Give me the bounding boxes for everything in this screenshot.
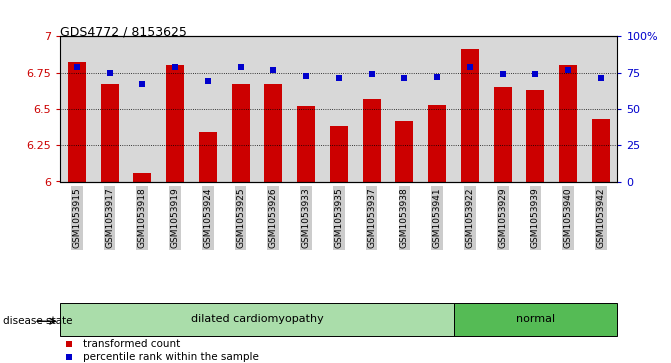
Point (409, 174, 420, 180)
Text: GSM1053941: GSM1053941 (433, 188, 442, 248)
Point (236, 64, 246, 70)
Point (366, 71, 377, 77)
Bar (68, 62, 86, 182)
Bar (297, 106, 315, 182)
Text: GSM1053942: GSM1053942 (597, 188, 605, 248)
Text: GSM1053938: GSM1053938 (400, 188, 409, 248)
Text: GSM1053915: GSM1053915 (72, 188, 81, 248)
Point (170, 64, 180, 70)
Point (301, 73, 311, 78)
Point (333, 76, 344, 81)
Text: GSM1053935: GSM1053935 (334, 188, 344, 248)
Bar (592, 119, 610, 182)
Point (497, 71, 508, 77)
Point (104, 70, 115, 76)
Point (203, 78, 213, 84)
Bar (527, 90, 544, 182)
Text: GSM1053918: GSM1053918 (138, 188, 147, 248)
Point (431, 74, 442, 80)
Bar (330, 126, 348, 182)
Text: GSM1053940: GSM1053940 (564, 188, 572, 248)
Text: GSM1053939: GSM1053939 (531, 188, 540, 248)
Text: dilated cardiomyopathy: dilated cardiomyopathy (191, 314, 323, 324)
Point (71, 64, 82, 70)
Point (464, 64, 475, 70)
FancyBboxPatch shape (60, 303, 454, 336)
Text: GSM1053937: GSM1053937 (367, 188, 376, 248)
Text: GSM1053919: GSM1053919 (170, 188, 180, 248)
Text: GSM1053924: GSM1053924 (203, 188, 212, 248)
Text: transformed count: transformed count (83, 339, 180, 349)
Bar (494, 87, 512, 182)
Point (137, 81, 148, 87)
FancyBboxPatch shape (454, 303, 617, 336)
Point (563, 67, 574, 73)
Bar (428, 105, 446, 182)
Point (409, 290, 420, 295)
Text: GSM1053933: GSM1053933 (301, 188, 311, 248)
Text: GSM1053929: GSM1053929 (498, 188, 507, 248)
Bar (231, 84, 250, 182)
Text: GSM1053926: GSM1053926 (269, 188, 278, 248)
Point (268, 67, 278, 73)
Text: normal: normal (516, 314, 555, 324)
Bar (166, 65, 184, 182)
Text: GSM1053917: GSM1053917 (105, 188, 114, 248)
Point (596, 76, 607, 81)
Text: GDS4772 / 8153625: GDS4772 / 8153625 (60, 25, 187, 38)
Point (530, 71, 541, 77)
Bar (362, 99, 380, 182)
Bar (134, 173, 151, 182)
Point (399, 76, 410, 81)
Bar (461, 49, 479, 182)
Text: percentile rank within the sample: percentile rank within the sample (83, 352, 258, 362)
Text: GSM1053922: GSM1053922 (466, 188, 474, 248)
Bar (199, 132, 217, 182)
Bar (559, 65, 577, 182)
Bar (101, 84, 119, 182)
Text: disease state: disease state (3, 316, 73, 326)
Bar (264, 84, 282, 182)
Text: GSM1053925: GSM1053925 (236, 188, 245, 248)
Bar (395, 121, 413, 182)
